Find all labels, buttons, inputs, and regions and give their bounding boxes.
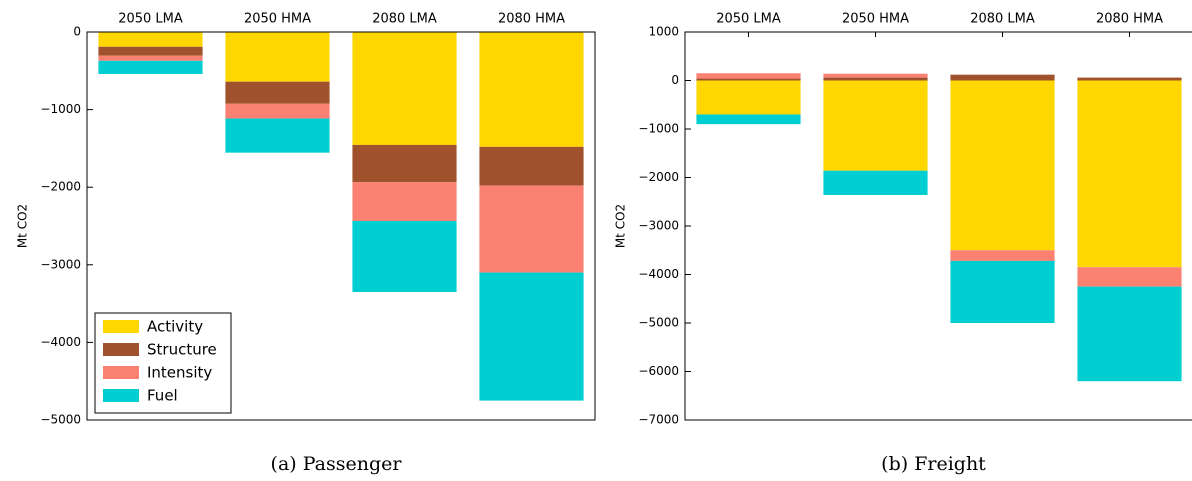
- bar-segment: [1077, 80, 1182, 268]
- bar-segment: [352, 144, 457, 183]
- legend-swatch: [103, 366, 139, 379]
- caption: (a) Passenger: [271, 453, 403, 475]
- x-tick-label: 2050 LMA: [118, 12, 183, 27]
- legend-label: Structure: [147, 341, 217, 359]
- y-tick-label: −4000: [40, 335, 81, 349]
- bar-segment: [98, 46, 203, 56]
- y-tick-label: 1000: [648, 25, 679, 39]
- bar-segment: [1077, 77, 1182, 81]
- bar-segment: [352, 32, 457, 145]
- y-tick-label: −5000: [638, 316, 679, 330]
- y-tick-label: −3000: [638, 219, 679, 233]
- legend-label: Activity: [147, 318, 203, 336]
- x-tick-label: 2050 HMA: [244, 12, 311, 27]
- y-tick-label: −3000: [40, 257, 81, 271]
- legend-swatch: [103, 320, 139, 333]
- bar-segment: [98, 55, 203, 61]
- bar-segment: [98, 60, 203, 74]
- y-tick-label: −6000: [638, 364, 679, 378]
- bar-segment: [479, 272, 584, 401]
- bar-segment: [823, 73, 928, 78]
- bar-segment: [479, 32, 584, 147]
- y-tick-label: −1000: [40, 102, 81, 116]
- bar-segment: [352, 220, 457, 292]
- y-axis-label: Mt CO2: [16, 204, 30, 248]
- bar-segment: [225, 81, 330, 104]
- y-tick-label: −7000: [638, 413, 679, 427]
- bar-segment: [225, 118, 330, 153]
- y-tick-label: −1000: [638, 122, 679, 136]
- bar-segment: [225, 103, 330, 119]
- y-tick-label: 0: [73, 25, 81, 39]
- bar-segment: [352, 182, 457, 221]
- bar-segment: [696, 78, 801, 81]
- bar-segment: [696, 73, 801, 79]
- y-tick-label: −2000: [40, 180, 81, 194]
- x-tick-label: 2080 HMA: [1096, 12, 1163, 27]
- x-tick-label: 2050 LMA: [716, 12, 781, 27]
- bar-segment: [950, 250, 1055, 261]
- legend-label: Fuel: [147, 387, 178, 405]
- bar-segment: [950, 74, 1055, 81]
- caption: (b) Freight: [881, 453, 986, 475]
- bar-segment: [1077, 286, 1182, 382]
- legend-swatch: [103, 389, 139, 402]
- x-tick-label: 2080 LMA: [970, 12, 1035, 27]
- x-tick-label: 2050 HMA: [842, 12, 909, 27]
- plot-frame: [684, 31, 1192, 421]
- bar-segment: [225, 32, 330, 82]
- bar-segment: [479, 185, 584, 273]
- plot-frame: [86, 31, 596, 421]
- y-tick-label: −4000: [638, 267, 679, 281]
- legend-label: Intensity: [147, 364, 212, 382]
- bar-segment: [823, 170, 928, 195]
- bar-segment: [823, 77, 928, 81]
- bar-segment: [1077, 267, 1182, 287]
- x-tick-label: 2080 LMA: [372, 12, 437, 27]
- y-axis-label: Mt CO2: [614, 204, 628, 248]
- y-tick-label: −2000: [638, 170, 679, 184]
- bar-segment: [479, 146, 584, 186]
- legend-swatch: [103, 343, 139, 356]
- bar-segment: [823, 80, 928, 171]
- y-tick-label: −5000: [40, 413, 81, 427]
- bar-segment: [950, 80, 1055, 251]
- bar-segment: [950, 260, 1055, 323]
- bar-segment: [98, 32, 203, 47]
- bar-segment: [696, 114, 801, 125]
- y-tick-label: 0: [671, 73, 679, 87]
- x-tick-label: 2080 HMA: [498, 12, 565, 27]
- bar-segment: [696, 80, 801, 115]
